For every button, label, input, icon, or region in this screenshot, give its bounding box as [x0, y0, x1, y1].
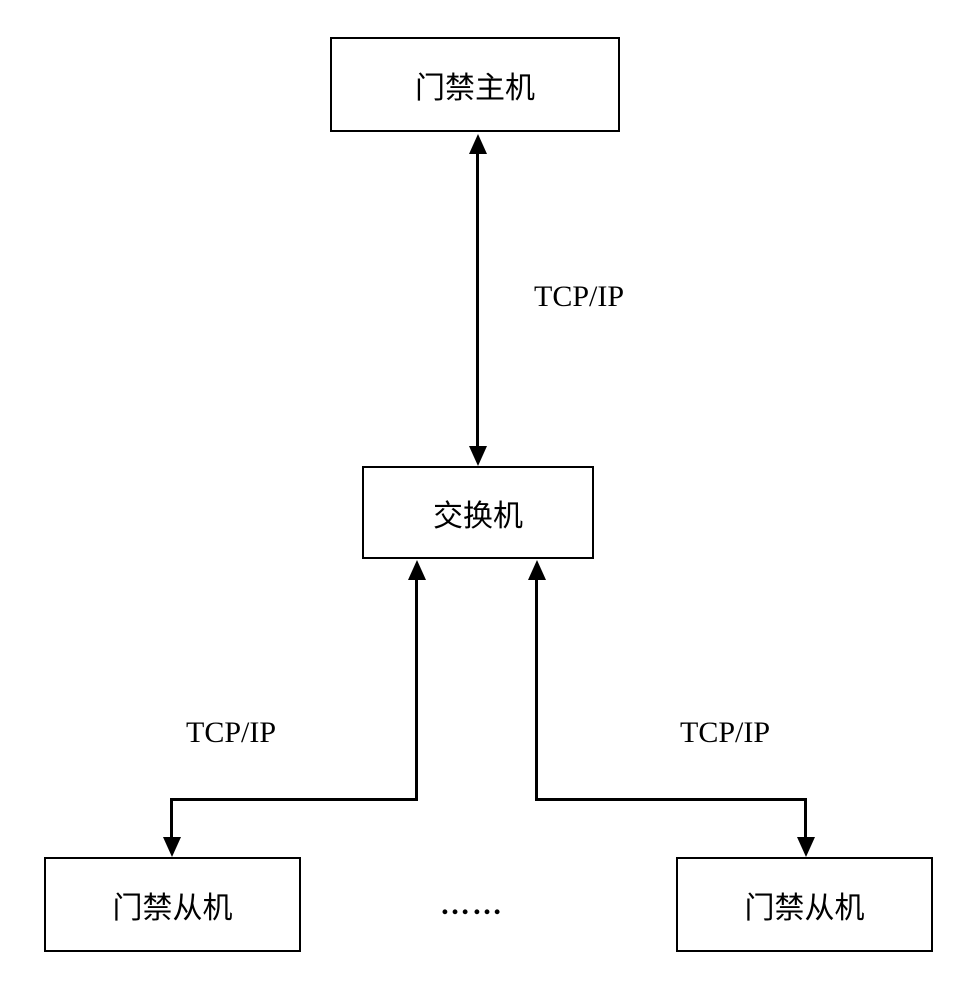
edge-switch-slave2-hline: [535, 798, 807, 801]
edge-switch-slave2-arrow-up: [528, 560, 546, 580]
node-slave2: 门禁从机: [676, 857, 933, 952]
edge-switch-slave1-vline: [415, 576, 418, 801]
node-master: 门禁主机: [330, 37, 620, 132]
edge-switch-slave2-vline: [535, 576, 538, 801]
node-slave1-label: 门禁从机: [113, 883, 233, 927]
node-slave1: 门禁从机: [44, 857, 301, 952]
edge-switch-slave1-label: TCP/IP: [186, 716, 276, 750]
node-slave2-label: 门禁从机: [745, 883, 865, 927]
edge-switch-slave1-arrow-down: [163, 837, 181, 857]
edge-switch-slave1-arrow-up: [408, 560, 426, 580]
edge-switch-slave2-label: TCP/IP: [680, 716, 770, 750]
edge-switch-slave1-vline2: [170, 798, 173, 840]
node-master-label: 门禁主机: [415, 63, 535, 107]
edge-master-switch-arrow-up: [469, 134, 487, 154]
edge-switch-slave2-arrow-down: [797, 837, 815, 857]
edge-master-switch-line: [476, 150, 479, 450]
ellipsis-text: ……: [440, 888, 504, 922]
edge-master-switch-arrow-down: [469, 446, 487, 466]
node-switch-label: 交换机: [433, 491, 523, 535]
node-switch: 交换机: [362, 466, 594, 559]
edge-switch-slave1-hline: [170, 798, 418, 801]
edge-master-switch-label: TCP/IP: [534, 280, 624, 314]
edge-switch-slave2-vline2: [804, 798, 807, 840]
